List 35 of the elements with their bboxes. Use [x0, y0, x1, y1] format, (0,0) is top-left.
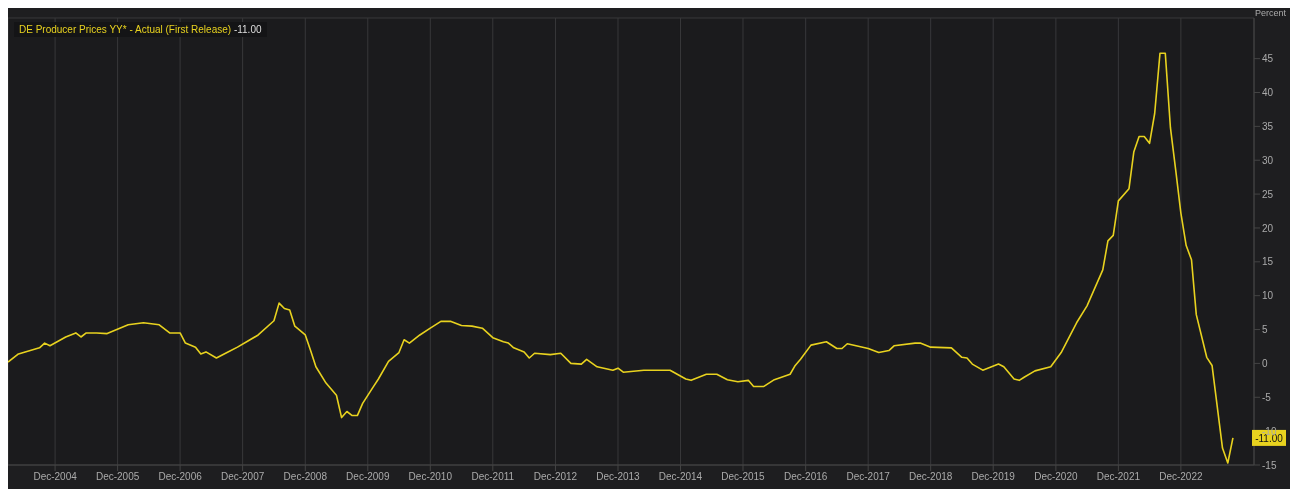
- y-tick-label: 30: [1262, 154, 1274, 166]
- x-tick-label: Dec-2008: [283, 471, 328, 483]
- x-tick-label: Dec-2017: [846, 471, 891, 483]
- x-tick-label: Dec-2011: [471, 471, 515, 483]
- y-tick-label: 40: [1262, 87, 1274, 99]
- x-tick-label: Dec-2022: [1159, 471, 1203, 483]
- y-tick-label: 45: [1262, 53, 1274, 65]
- x-tick-label: Dec-2004: [33, 471, 78, 483]
- y-tick-label: 25: [1262, 188, 1274, 200]
- y-tick-label: -5: [1262, 391, 1272, 403]
- x-tick-label: Dec-2005: [95, 471, 140, 483]
- x-tick-label: Dec-2015: [721, 471, 766, 483]
- x-tick-label: Dec-2006: [158, 471, 203, 483]
- x-tick-label: Dec-2009: [346, 471, 390, 483]
- x-tick-label: Dec-2021: [1096, 471, 1141, 483]
- text: DE Producer Prices YY* - Actual (First Release): [19, 24, 232, 35]
- x-tick-label: Dec-2019: [971, 471, 1016, 483]
- x-tick-label: Dec-2020: [1034, 471, 1078, 483]
- y-tick-label: 10: [1262, 290, 1274, 302]
- y-tick-label: 0: [1262, 357, 1268, 369]
- y-axis-title: Percent: [1254, 8, 1286, 18]
- line-series: [8, 52, 1234, 464]
- y-tick-label: -15: [1262, 459, 1277, 471]
- text: -11.00: [233, 24, 262, 35]
- x-tick-label: Dec-2010: [408, 471, 453, 483]
- x-tick-label: Dec-2012: [533, 471, 578, 483]
- x-tick-label: Dec-2016: [783, 471, 828, 483]
- x-tick-label: Dec-2018: [909, 471, 953, 483]
- y-tick-label: 35: [1262, 120, 1274, 132]
- y-tick-label: 15: [1262, 256, 1274, 268]
- y-tick-label: 20: [1262, 222, 1274, 234]
- x-tick-label: Dec-2013: [596, 471, 641, 483]
- x-tick-label: Dec-2014: [658, 471, 703, 483]
- y-tick-label: 5: [1262, 324, 1268, 336]
- x-tick-label: Dec-2007: [220, 471, 265, 483]
